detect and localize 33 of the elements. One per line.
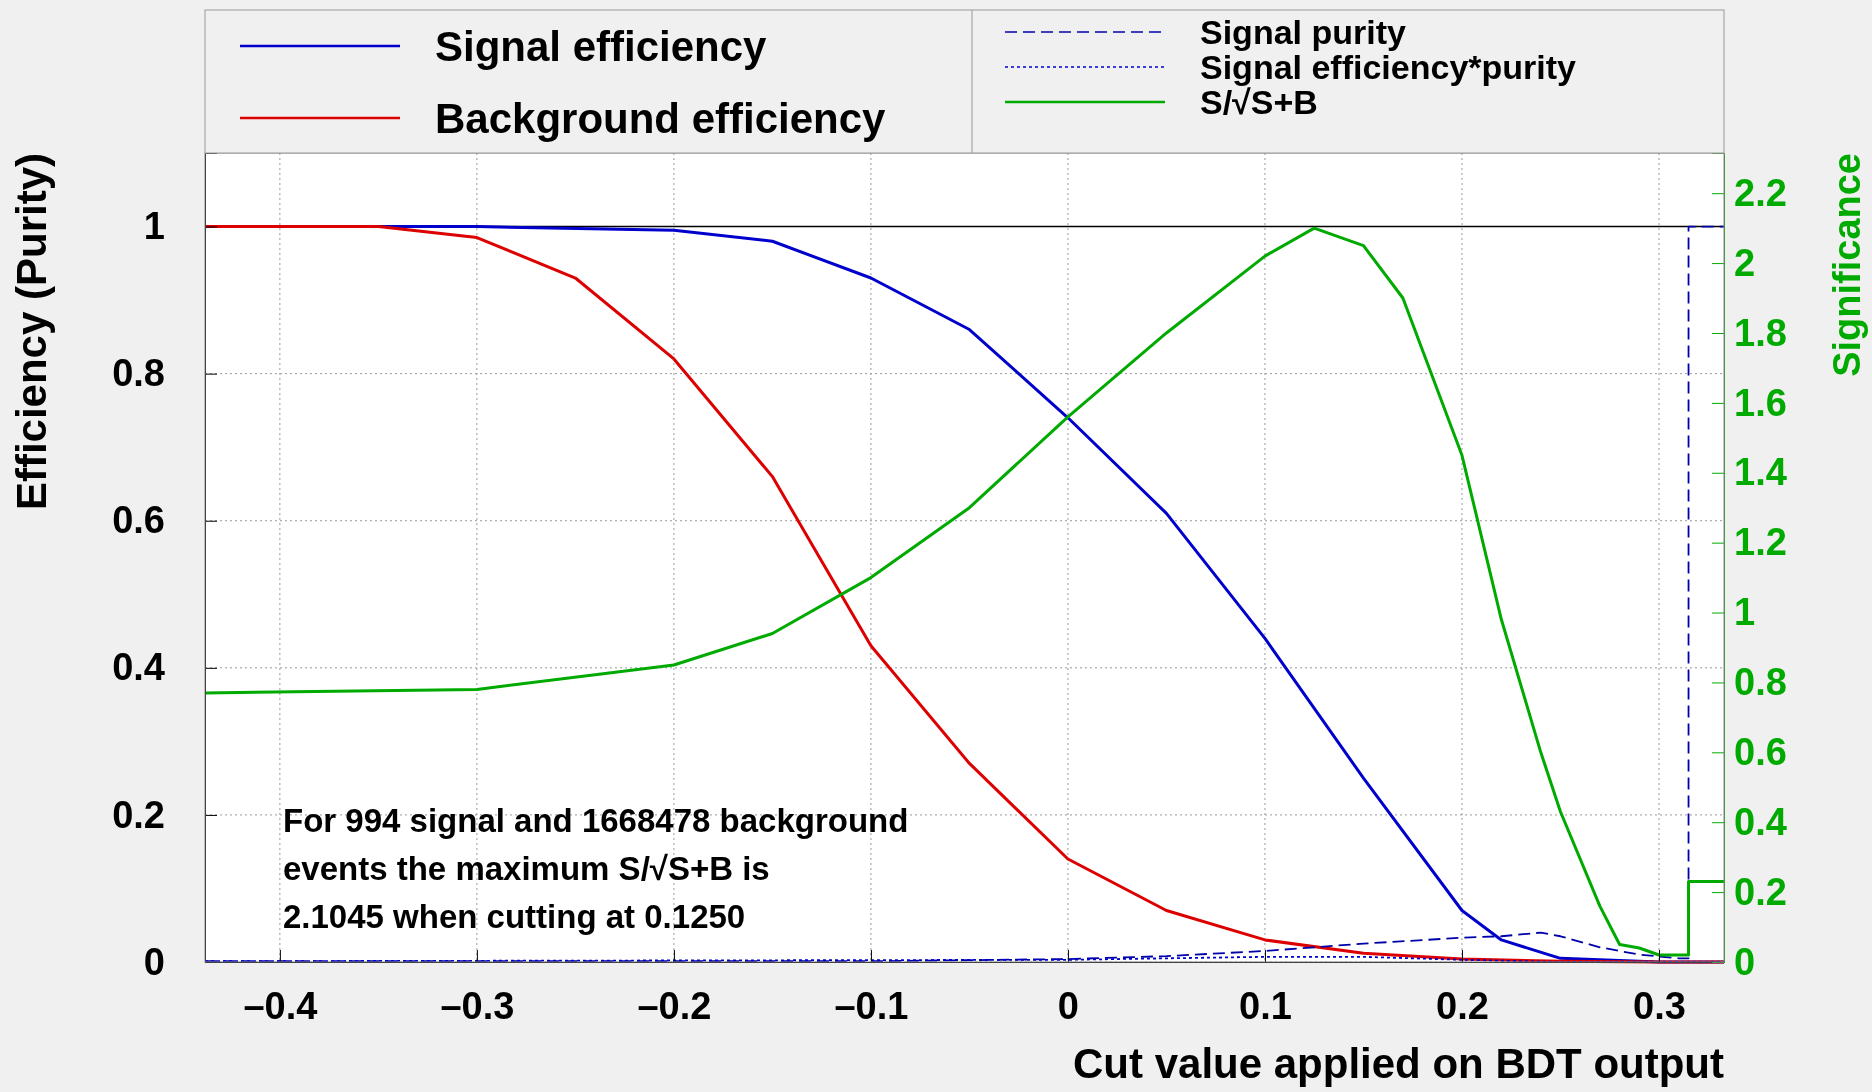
x-tick-label: 0.2 [1436,984,1489,1027]
y2-axis-title: Significance [1826,153,1868,377]
y2-tick-label: 1.4 [1734,451,1787,494]
y-tick-label: 0.8 [112,352,165,395]
y2-tick-label: 0 [1734,940,1756,983]
x-tick-label: –0.3 [440,984,515,1027]
y2-tick-label: 1.6 [1734,381,1787,424]
x-tick-label: 0 [1057,984,1079,1027]
legend-label: Signal efficiency [435,22,768,70]
x-tick-label: –0.4 [243,984,318,1027]
x-tick-label: 0.1 [1239,984,1292,1027]
x-axis-title: Cut value applied on BDT output [1073,1040,1724,1087]
x-tick-label: 0.3 [1633,984,1686,1027]
y2-tick-label: 1 [1734,591,1756,634]
x-tick-label: –0.2 [637,984,712,1027]
annotation: For 994 signal and 1668478 background events the maximum S/√S+B is 2.1045 when cutting at 0.1250 [283,802,909,935]
y-tick-label: 1 [143,205,165,248]
y-tick-label: 0.6 [112,499,165,542]
y2-tick-label: 2 [1734,241,1756,284]
y2-tick-label: 1.8 [1734,311,1787,354]
y2-tick-label: 0.6 [1734,730,1787,773]
y2-tick-label: 0.8 [1734,661,1787,704]
x-tick-label: –0.1 [834,984,909,1027]
y-tick-label: 0 [143,940,165,983]
legend-label: Signal purity [1200,12,1406,51]
y2-tick-label: 2.2 [1734,171,1787,214]
y2-tick-label: 0.2 [1734,870,1787,913]
y2-tick-label: 0.4 [1734,800,1787,843]
y-tick-label: 0.4 [112,646,165,689]
y2-tick-label: 1.2 [1734,521,1787,564]
legend-label: Background efficiency [435,94,887,142]
y-tick-label: 0.2 [112,793,165,836]
y-axis-title: Efficiency (Purity) [8,153,55,511]
